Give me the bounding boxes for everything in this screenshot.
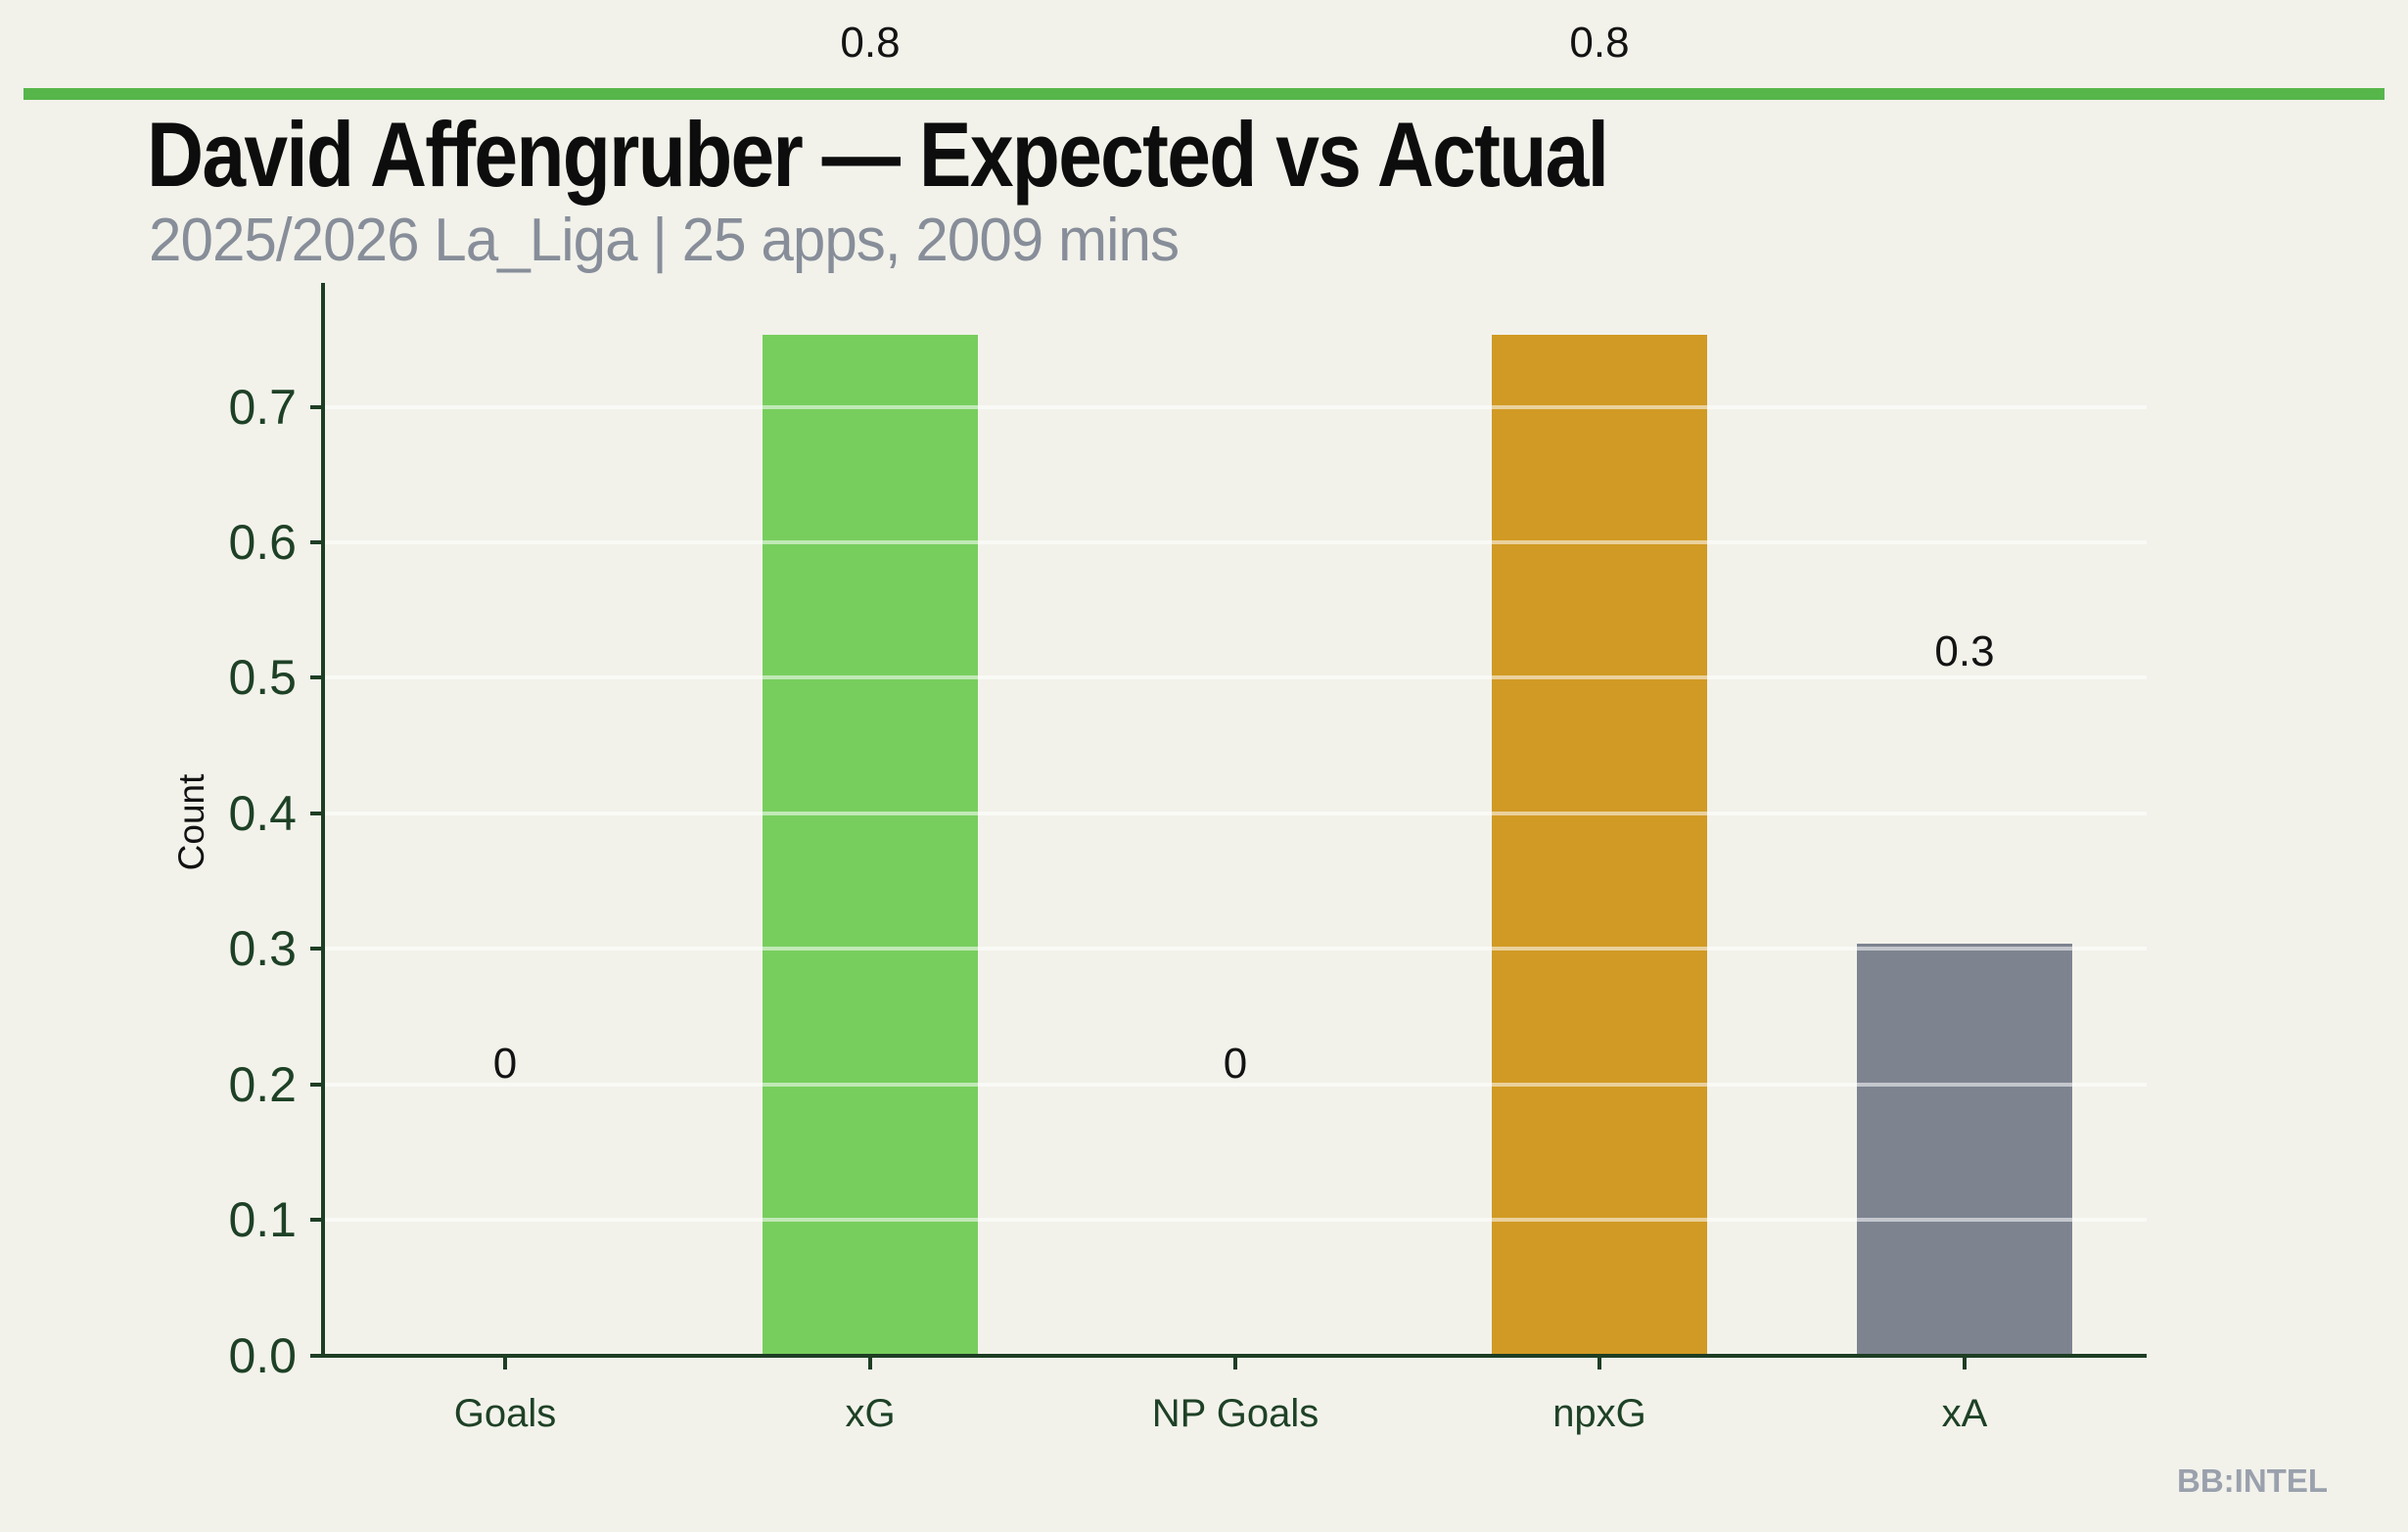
chart-title: David Affengruber — Expected vs Actual [147, 103, 1609, 206]
x-tick [1598, 1356, 1601, 1370]
bar-xg [763, 335, 978, 1354]
x-tick [503, 1356, 507, 1370]
gridline [323, 405, 2147, 409]
y-tick-label: 0.7 [228, 380, 297, 435]
bar-value-label: 0 [1223, 1040, 1248, 1088]
gridline [323, 812, 2147, 815]
bar-value-label: 0.8 [840, 19, 901, 67]
x-axis-spine [321, 1354, 2147, 1358]
y-tick [310, 1083, 323, 1087]
y-tick [310, 1218, 323, 1222]
y-tick-label: 0.6 [228, 515, 297, 570]
x-tick-label: NP Goals [1151, 1392, 1320, 1435]
y-tick [310, 812, 323, 815]
bar-value-label: 0.8 [1569, 19, 1630, 67]
x-tick-label: xA [1941, 1392, 1988, 1435]
x-tick-label: Goals [453, 1392, 557, 1435]
bar-xa [1857, 944, 2072, 1354]
y-tick [310, 405, 323, 409]
x-tick [1233, 1356, 1237, 1370]
y-tick [310, 675, 323, 679]
bar-npxg [1492, 335, 1707, 1354]
y-axis-spine [321, 283, 325, 1358]
y-tick [310, 540, 323, 544]
chart-subtitle: 2025/2026 La_Liga | 25 apps, 2009 mins [149, 207, 1180, 274]
x-tick-label: xG [845, 1392, 896, 1435]
header-divider-rule [23, 88, 2385, 100]
gridline [323, 1083, 2147, 1087]
y-tick-label: 0.2 [228, 1057, 297, 1112]
bar-value-label: 0 [492, 1040, 518, 1088]
y-tick-label: 0.0 [228, 1328, 297, 1383]
y-tick [310, 1354, 323, 1358]
y-tick [310, 947, 323, 951]
watermark-logo: BB:INTEL [2177, 1462, 2328, 1499]
gridline [323, 540, 2147, 544]
bar-value-label: 0.3 [1934, 627, 1995, 675]
gridline [323, 675, 2147, 679]
gridline [323, 947, 2147, 951]
gridline [323, 1218, 2147, 1222]
y-axis-title: Count [170, 773, 211, 871]
x-tick-label: npxG [1552, 1392, 1646, 1435]
y-tick-label: 0.1 [228, 1192, 297, 1247]
y-tick-label: 0.3 [228, 921, 297, 976]
y-tick-label: 0.5 [228, 650, 297, 705]
x-tick [1963, 1356, 1967, 1370]
x-tick [868, 1356, 872, 1370]
y-tick-label: 0.4 [228, 786, 297, 841]
